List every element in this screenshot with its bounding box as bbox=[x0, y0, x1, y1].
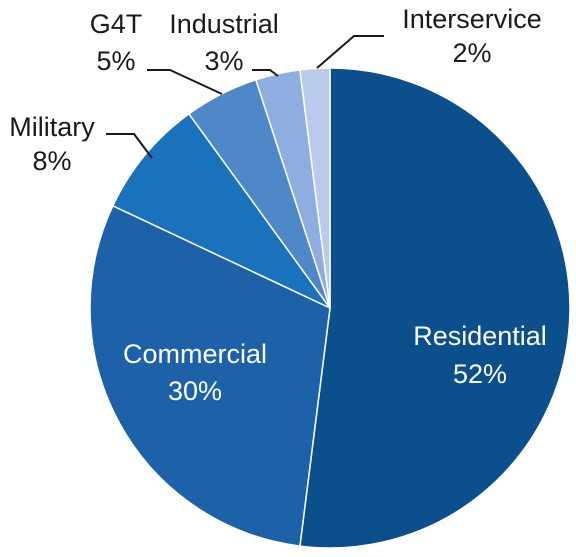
leader-lines-layer bbox=[106, 35, 384, 159]
slice-value-label-g4t: 5% bbox=[96, 46, 135, 76]
slice-label-military: Military bbox=[9, 112, 95, 142]
labels-layer: Residential 52% Commercial 30% Military 8% G4T… bbox=[9, 4, 547, 406]
leader-line-industrial bbox=[252, 69, 279, 77]
slice-value-label-interservice: 2% bbox=[452, 38, 491, 68]
slices-layer bbox=[89, 67, 571, 549]
slice-value-label-commercial: 30% bbox=[168, 376, 222, 406]
leader-line-g4t bbox=[147, 69, 223, 95]
pie-slice-residential bbox=[299, 67, 571, 549]
slice-label-industrial: Industrial bbox=[169, 9, 279, 39]
slice-value-label-residential: 52% bbox=[453, 359, 507, 389]
pie-slice-commercial bbox=[89, 204, 331, 547]
slice-value-label-industrial: 3% bbox=[204, 46, 243, 76]
pie-slice-military bbox=[111, 112, 331, 309]
slice-value-label-military: 8% bbox=[32, 146, 71, 176]
pie-slice-interservice bbox=[299, 67, 331, 309]
slice-label-interservice: Interservice bbox=[402, 4, 542, 34]
leader-line-interservice bbox=[316, 35, 384, 69]
slice-label-g4t: G4T bbox=[90, 9, 143, 39]
slice-label-commercial: Commercial bbox=[123, 339, 267, 369]
leader-line-military bbox=[106, 133, 153, 159]
slice-label-residential: Residential bbox=[413, 321, 547, 351]
